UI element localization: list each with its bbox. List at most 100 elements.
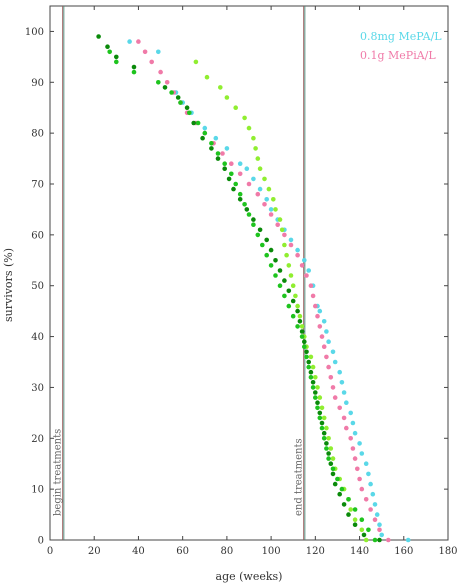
data-point bbox=[332, 395, 338, 400]
data-point bbox=[231, 186, 236, 192]
data-point bbox=[149, 59, 154, 65]
data-point bbox=[319, 405, 325, 411]
data-point bbox=[193, 59, 199, 65]
data-point bbox=[127, 39, 132, 44]
data-point bbox=[304, 349, 309, 355]
data-point bbox=[114, 54, 119, 60]
data-point bbox=[339, 380, 345, 385]
x-tick-label: 60 bbox=[176, 546, 189, 557]
data-point bbox=[317, 410, 323, 416]
data-point bbox=[313, 375, 318, 380]
data-point bbox=[332, 359, 338, 365]
data-point bbox=[368, 507, 373, 512]
data-point bbox=[268, 263, 274, 268]
data-point bbox=[295, 308, 300, 314]
data-point bbox=[288, 237, 294, 243]
data-point bbox=[321, 415, 327, 421]
data-point bbox=[368, 481, 373, 487]
data-points bbox=[96, 34, 411, 543]
data-point bbox=[169, 90, 174, 95]
data-point bbox=[156, 80, 161, 85]
data-point bbox=[268, 212, 274, 217]
data-point bbox=[142, 49, 148, 55]
data-point bbox=[348, 436, 354, 441]
data-point bbox=[107, 49, 112, 55]
data-point bbox=[319, 425, 325, 431]
data-point bbox=[372, 537, 378, 543]
data-point bbox=[302, 258, 307, 263]
data-point bbox=[308, 369, 314, 375]
data-point bbox=[352, 430, 358, 436]
data-point bbox=[213, 135, 219, 141]
data-point bbox=[293, 293, 298, 299]
data-point bbox=[299, 334, 305, 339]
data-point bbox=[339, 486, 345, 492]
data-point bbox=[319, 420, 325, 426]
data-point bbox=[310, 293, 316, 299]
data-point bbox=[328, 461, 334, 467]
data-point bbox=[246, 125, 252, 131]
data-point bbox=[352, 522, 358, 527]
y-tick-label: 100 bbox=[25, 27, 44, 38]
data-point bbox=[350, 420, 356, 426]
y-tick-label: 80 bbox=[31, 129, 44, 140]
x-tick-label: 0 bbox=[47, 546, 53, 557]
data-point bbox=[348, 507, 354, 512]
data-point bbox=[317, 395, 323, 400]
data-point bbox=[297, 313, 303, 319]
data-point bbox=[136, 39, 141, 44]
y-tick-label: 0 bbox=[38, 536, 44, 547]
y-tick-label: 50 bbox=[31, 281, 44, 292]
data-point bbox=[379, 532, 385, 538]
data-point bbox=[372, 502, 378, 507]
x-tick-label: 180 bbox=[438, 546, 457, 557]
data-point bbox=[366, 471, 371, 477]
data-point bbox=[304, 273, 309, 278]
data-point bbox=[277, 217, 283, 222]
data-point bbox=[315, 400, 320, 406]
data-point bbox=[324, 329, 329, 334]
data-point bbox=[377, 537, 382, 543]
data-point bbox=[290, 283, 296, 289]
data-point bbox=[204, 74, 210, 80]
data-point bbox=[237, 197, 243, 202]
data-point bbox=[255, 232, 261, 238]
data-point bbox=[386, 537, 391, 543]
data-point bbox=[363, 537, 369, 543]
x-tick-label: 80 bbox=[221, 546, 234, 557]
data-point bbox=[178, 100, 183, 105]
x-tick-label: 40 bbox=[132, 546, 145, 557]
data-point bbox=[315, 313, 320, 319]
data-point bbox=[321, 436, 327, 441]
data-point bbox=[215, 156, 221, 161]
data-point bbox=[246, 212, 252, 217]
data-point bbox=[306, 359, 312, 365]
data-point bbox=[352, 456, 358, 461]
data-point bbox=[268, 247, 274, 253]
data-point bbox=[317, 308, 323, 314]
data-point bbox=[242, 115, 247, 121]
data-point bbox=[317, 324, 323, 329]
data-point bbox=[288, 273, 294, 278]
data-point bbox=[244, 207, 250, 212]
data-point bbox=[405, 537, 411, 543]
data-point bbox=[251, 217, 256, 222]
data-point bbox=[313, 390, 318, 395]
data-point bbox=[277, 268, 283, 273]
data-point bbox=[251, 176, 256, 182]
x-tick-label: 20 bbox=[88, 546, 101, 557]
data-point bbox=[297, 319, 303, 324]
data-point bbox=[350, 446, 356, 451]
data-point bbox=[284, 252, 289, 258]
data-point bbox=[317, 415, 323, 421]
data-point bbox=[361, 532, 367, 538]
data-point bbox=[321, 319, 327, 324]
data-point bbox=[273, 207, 278, 212]
data-point bbox=[357, 441, 362, 446]
data-point bbox=[324, 441, 329, 446]
data-point bbox=[237, 171, 243, 177]
data-point bbox=[370, 491, 376, 497]
data-point bbox=[359, 527, 365, 533]
data-point bbox=[251, 135, 256, 141]
